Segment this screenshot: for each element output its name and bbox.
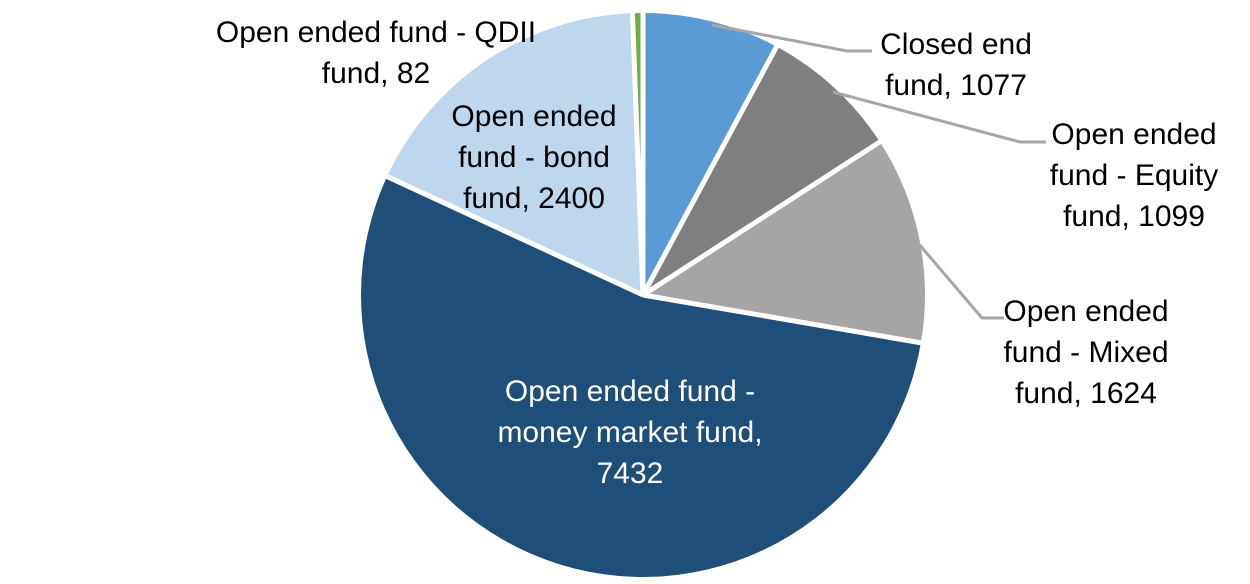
pie-slice-open-ended-fund-mixed-fund[interactable] — [643, 141, 926, 343]
slice-separator — [642, 292, 924, 346]
data-label-qdii-fund: Open ended fund - QDII fund, 82 — [215, 16, 537, 90]
data-label-bond-fund: Open ended fund - bond fund, 2400 — [451, 100, 617, 215]
slice-separator — [641, 138, 883, 298]
data-label-equity-fund: Open ended fund - Equity fund, 1099 — [1049, 118, 1219, 233]
leader-line-equity-fund — [832, 90, 1046, 144]
pie-slice-closed-end-fund[interactable] — [643, 13, 777, 295]
data-label-money-market-fund: Open ended fund - money market fund, 743… — [497, 375, 763, 490]
pie-slice-open-ended-fund-bond-fund[interactable] — [387, 13, 643, 295]
data-label-closed-end-fund: Closed end fund, 1077 — [880, 28, 1032, 102]
slice-separator — [384, 173, 645, 298]
leader-lines — [711, 23, 1046, 320]
pie-slice-open-ended-fund-money-market-fund[interactable] — [361, 176, 921, 577]
leader-line-closed-end-fund — [711, 23, 872, 53]
pie — [361, 11, 926, 577]
leader-line-mixed-fund — [916, 242, 1004, 320]
data-label-mixed-fund: Open ended fund - Mixed fund, 1624 — [1003, 295, 1169, 410]
slice-separator — [640, 43, 780, 297]
pie-slice-open-ended-fund-equity-fund[interactable] — [643, 46, 880, 295]
